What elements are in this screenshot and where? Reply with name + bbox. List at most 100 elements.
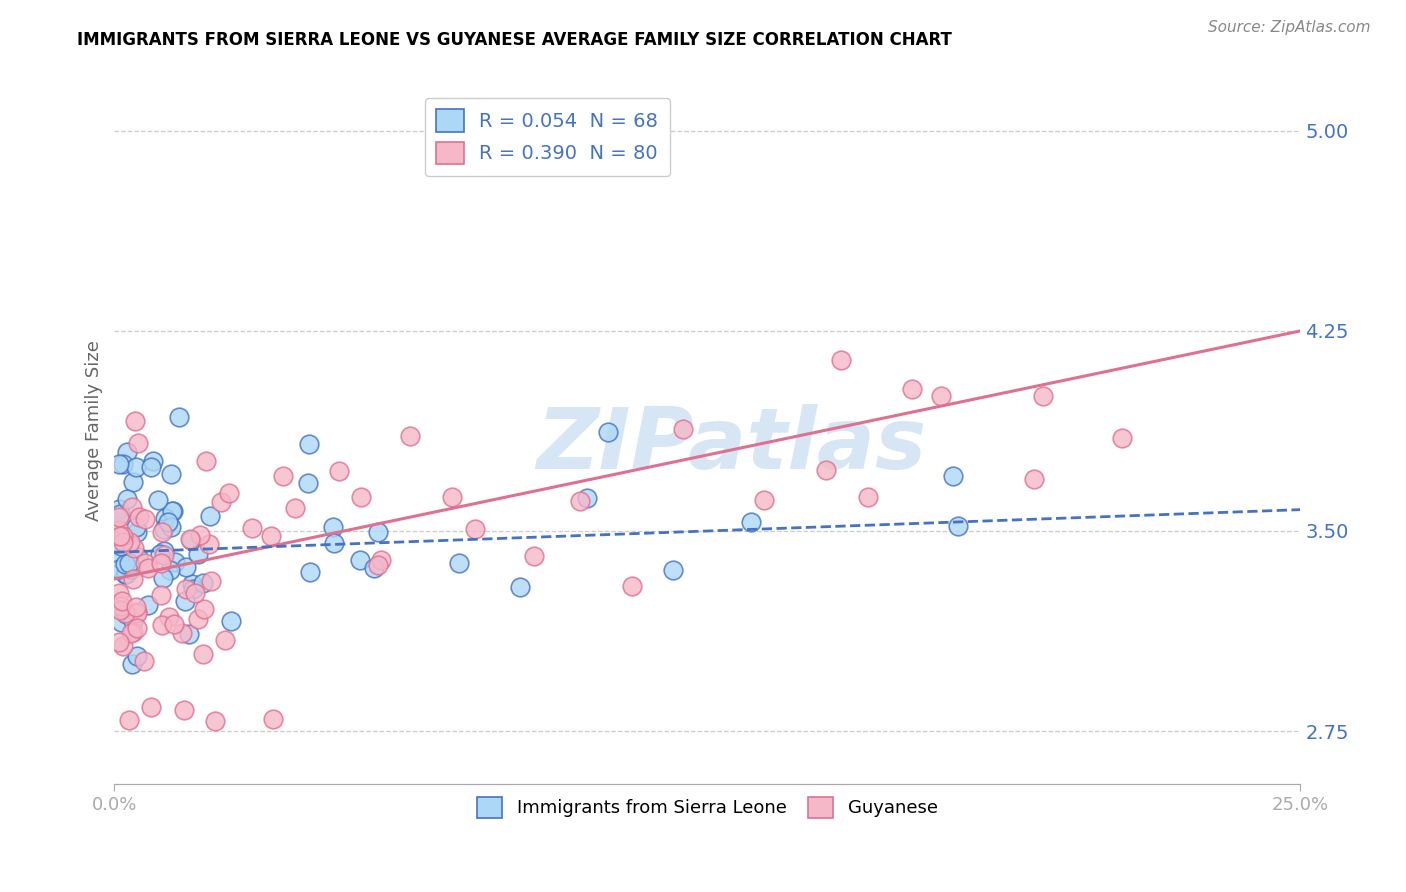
Point — [125, 621, 148, 635]
Point — [110, 603, 132, 617]
Point — [118, 556, 141, 570]
Point — [127, 606, 149, 620]
Point — [200, 574, 222, 588]
Point — [367, 558, 389, 572]
Point — [298, 437, 321, 451]
Point — [136, 599, 159, 613]
Point — [662, 563, 685, 577]
Point — [115, 567, 138, 582]
Point — [115, 607, 138, 621]
Text: Source: ZipAtlas.com: Source: ZipAtlas.com — [1208, 20, 1371, 35]
Point — [1111, 431, 1133, 445]
Point — [568, 494, 591, 508]
Point — [153, 548, 176, 562]
Point — [214, 632, 236, 647]
Point — [118, 713, 141, 727]
Point — [349, 553, 371, 567]
Point — [299, 565, 322, 579]
Point — [125, 520, 148, 534]
Point — [621, 579, 644, 593]
Point — [153, 511, 176, 525]
Point — [165, 555, 187, 569]
Point — [598, 425, 620, 439]
Point — [111, 529, 134, 543]
Point — [176, 582, 198, 597]
Point — [174, 593, 197, 607]
Point — [114, 558, 136, 572]
Point — [110, 539, 132, 553]
Point — [152, 571, 174, 585]
Point — [754, 493, 776, 508]
Point — [198, 508, 221, 523]
Point — [111, 594, 134, 608]
Point — [128, 509, 150, 524]
Point — [174, 560, 197, 574]
Point — [108, 586, 131, 600]
Point — [509, 581, 531, 595]
Point — [141, 700, 163, 714]
Point — [322, 536, 344, 550]
Point — [136, 561, 159, 575]
Point — [219, 614, 242, 628]
Point — [108, 635, 131, 649]
Point — [112, 640, 135, 654]
Point — [122, 541, 145, 555]
Point — [110, 599, 132, 613]
Point — [901, 382, 924, 396]
Point — [139, 460, 162, 475]
Point — [856, 491, 879, 505]
Point — [115, 445, 138, 459]
Point — [179, 627, 201, 641]
Point — [181, 582, 204, 596]
Point — [120, 562, 142, 576]
Y-axis label: Average Family Size: Average Family Size — [86, 341, 103, 521]
Point — [150, 617, 173, 632]
Point — [134, 654, 156, 668]
Point — [740, 515, 762, 529]
Point — [942, 469, 965, 483]
Point — [150, 588, 173, 602]
Point — [142, 454, 165, 468]
Point — [399, 428, 422, 442]
Point — [127, 436, 149, 450]
Point — [322, 520, 344, 534]
Point — [111, 535, 134, 549]
Point — [114, 566, 136, 581]
Point — [187, 547, 209, 561]
Point — [363, 561, 385, 575]
Point — [672, 422, 695, 436]
Point — [191, 575, 214, 590]
Point — [114, 606, 136, 620]
Point — [127, 550, 149, 565]
Point — [929, 389, 952, 403]
Point — [449, 556, 471, 570]
Point — [117, 492, 139, 507]
Point — [124, 414, 146, 428]
Point — [173, 703, 195, 717]
Point — [297, 476, 319, 491]
Point — [262, 712, 284, 726]
Point — [108, 502, 131, 516]
Point — [118, 535, 141, 549]
Point — [112, 457, 135, 471]
Legend: Immigrants from Sierra Leone, Guyanese: Immigrants from Sierra Leone, Guyanese — [470, 789, 945, 825]
Point — [523, 549, 546, 563]
Point — [350, 491, 373, 505]
Point — [159, 563, 181, 577]
Point — [108, 457, 131, 471]
Point — [367, 525, 389, 540]
Point — [179, 533, 201, 547]
Point — [122, 614, 145, 628]
Point — [284, 500, 307, 515]
Point — [146, 492, 169, 507]
Point — [108, 550, 131, 565]
Point — [125, 460, 148, 475]
Point — [193, 647, 215, 661]
Point — [576, 491, 599, 505]
Point — [121, 624, 143, 639]
Point — [271, 469, 294, 483]
Point — [184, 586, 207, 600]
Point — [125, 599, 148, 614]
Point — [204, 714, 226, 729]
Point — [122, 475, 145, 489]
